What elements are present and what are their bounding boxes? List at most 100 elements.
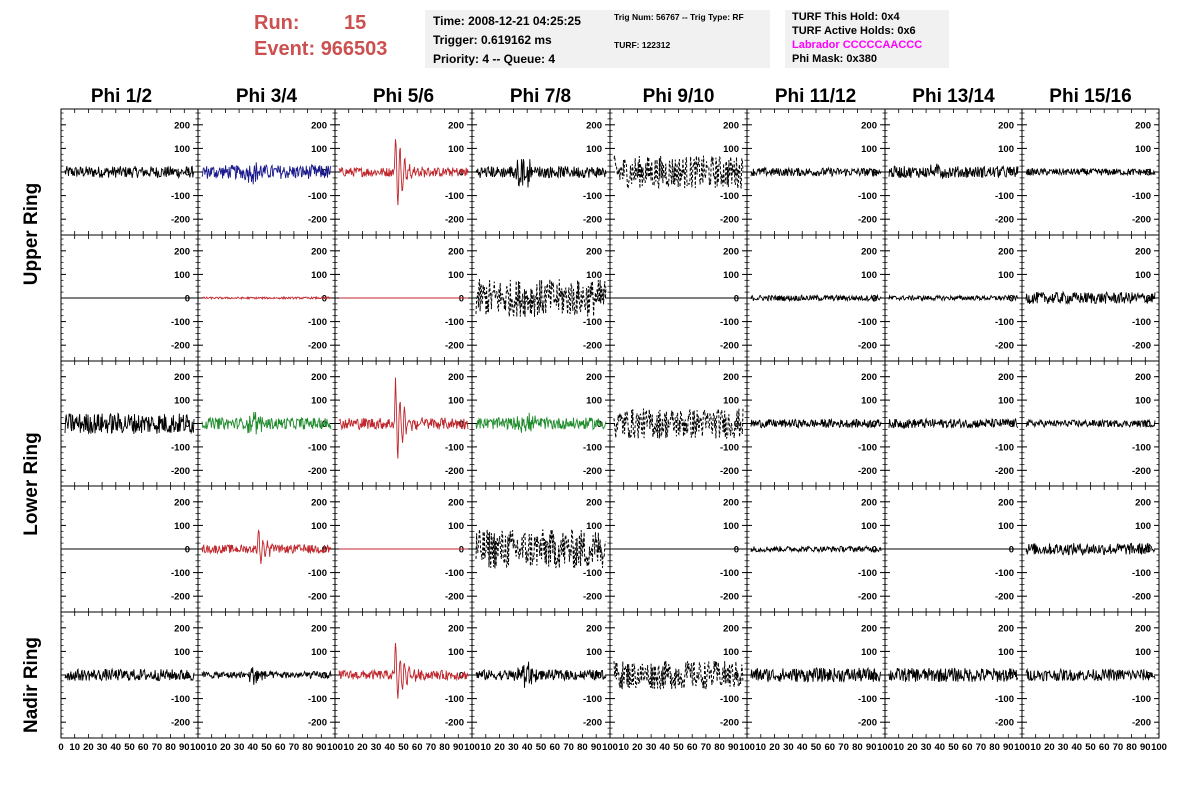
x-tick-label: 80 bbox=[989, 742, 1000, 753]
panel-r1-c4: 200 100 0 -100 -200 bbox=[471, 108, 611, 236]
y-tick-label: -200 bbox=[308, 592, 327, 603]
y-tick-label: 0 bbox=[734, 294, 739, 305]
y-tick-label: 200 bbox=[723, 372, 739, 383]
y-tick-label: 100 bbox=[861, 647, 877, 658]
waveform-trace bbox=[888, 294, 1019, 302]
y-tick-label: -100 bbox=[171, 191, 190, 202]
x-tick-label: 100 bbox=[739, 742, 755, 753]
waveform-trace bbox=[475, 158, 607, 188]
y-tick-label: 100 bbox=[174, 647, 190, 658]
x-tick-label: 60 bbox=[412, 742, 423, 753]
x-tick-label: 100 bbox=[190, 742, 206, 753]
y-tick-label: -200 bbox=[445, 592, 464, 603]
waveform-trace bbox=[750, 544, 882, 554]
y-tick-label: -200 bbox=[171, 215, 190, 226]
y-tick-label: -100 bbox=[308, 442, 327, 453]
y-tick-label: 0 bbox=[1009, 671, 1014, 682]
panel-r2-c3: 200 100 0 -100 -200 bbox=[334, 234, 473, 362]
x-tick-label: 60 bbox=[825, 742, 836, 753]
panel-r5-c6: 200 100 0 -100 -200 bbox=[746, 611, 886, 739]
trigger-text: Trigger: 0.619162 ms bbox=[433, 33, 552, 47]
panel-r4-c5: 200 100 0 -100 -200 bbox=[609, 485, 748, 613]
y-tick-label: -100 bbox=[720, 442, 739, 453]
panel-r4-c2: 200 100 0 -100 -200 bbox=[197, 485, 336, 613]
x-tick-label: 90 bbox=[316, 742, 327, 753]
x-tick-label: 60 bbox=[687, 742, 698, 753]
x-tick-label: 80 bbox=[302, 742, 313, 753]
y-tick-label: 100 bbox=[1135, 144, 1151, 155]
x-tick-label: 30 bbox=[97, 742, 108, 753]
waveform-trace bbox=[64, 412, 195, 435]
y-tick-label: -200 bbox=[720, 215, 739, 226]
y-tick-label: 0 bbox=[597, 168, 602, 179]
y-tick-label: -100 bbox=[1132, 694, 1151, 705]
y-tick-label: 200 bbox=[861, 497, 877, 508]
panel-r3-c8: 200 100 0 -100 -200 bbox=[1021, 360, 1160, 487]
run-label: Run: bbox=[254, 12, 300, 34]
y-tick-label: -100 bbox=[995, 317, 1014, 328]
y-tick-label: -100 bbox=[583, 442, 602, 453]
y-tick-label: -100 bbox=[995, 191, 1014, 202]
y-tick-label: 100 bbox=[861, 396, 877, 407]
y-tick-label: 100 bbox=[861, 144, 877, 155]
y-tick-label: -100 bbox=[583, 191, 602, 202]
panel-r3-c4: 200 100 0 -100 -200 bbox=[471, 360, 611, 487]
y-tick-label: -200 bbox=[445, 718, 464, 729]
waveform-trace bbox=[750, 293, 882, 303]
x-tick-label: 70 bbox=[152, 742, 163, 753]
priority-text: Priority: 4 -- Queue: 4 bbox=[433, 52, 556, 66]
y-tick-label: -100 bbox=[1132, 442, 1151, 453]
y-tick-label: -100 bbox=[583, 317, 602, 328]
y-tick-label: -100 bbox=[858, 442, 877, 453]
x-tick-label: 30 bbox=[234, 742, 245, 753]
waveform-trace bbox=[1025, 167, 1156, 177]
x-tick-label: 40 bbox=[935, 742, 946, 753]
y-tick-label: 200 bbox=[174, 497, 190, 508]
phi-mask-text: Phi Mask: 0x380 bbox=[792, 53, 877, 65]
y-tick-label: 100 bbox=[311, 144, 327, 155]
y-tick-label: 100 bbox=[861, 270, 877, 281]
y-tick-label: -100 bbox=[720, 191, 739, 202]
y-tick-label: 200 bbox=[998, 120, 1014, 131]
turf-text: TURF: 122312 bbox=[614, 40, 671, 50]
y-tick-label: -200 bbox=[720, 592, 739, 603]
y-tick-label: 100 bbox=[586, 144, 602, 155]
y-tick-label: 100 bbox=[448, 396, 464, 407]
y-tick-label: 100 bbox=[174, 144, 190, 155]
y-tick-label: -200 bbox=[995, 718, 1014, 729]
y-tick-label: 0 bbox=[459, 294, 464, 305]
panel-r5-c2: 200 100 0 -100 -200 bbox=[197, 611, 336, 739]
column-header-4: Phi 7/8 bbox=[509, 86, 572, 107]
y-tick-label: 200 bbox=[448, 372, 464, 383]
y-tick-label: 200 bbox=[586, 120, 602, 131]
x-tick-label: 20 bbox=[494, 742, 505, 753]
x-tick-label: 30 bbox=[646, 742, 657, 753]
y-tick-label: 200 bbox=[311, 623, 327, 634]
y-tick-label: 0 bbox=[1009, 545, 1014, 556]
y-tick-label: -200 bbox=[445, 215, 464, 226]
y-tick-label: -200 bbox=[858, 592, 877, 603]
y-tick-label: 200 bbox=[311, 497, 327, 508]
run-value: 15 bbox=[344, 12, 367, 34]
x-tick-label: 10 bbox=[206, 742, 217, 753]
waveform-trace bbox=[475, 661, 607, 688]
y-tick-label: -100 bbox=[858, 568, 877, 579]
y-tick-label: -100 bbox=[171, 317, 190, 328]
x-tick-label: 20 bbox=[357, 742, 368, 753]
x-tick-label: 70 bbox=[1113, 742, 1124, 753]
x-tick-label: 10 bbox=[481, 742, 492, 753]
y-tick-label: -200 bbox=[1132, 341, 1151, 352]
y-tick-label: 100 bbox=[174, 521, 190, 532]
y-tick-label: -100 bbox=[445, 694, 464, 705]
y-tick-label: 200 bbox=[174, 623, 190, 634]
x-tick-label: 100 bbox=[464, 742, 480, 753]
waveform-trace bbox=[338, 642, 469, 699]
y-tick-label: -100 bbox=[445, 568, 464, 579]
x-tick-label: 10 bbox=[69, 742, 80, 753]
